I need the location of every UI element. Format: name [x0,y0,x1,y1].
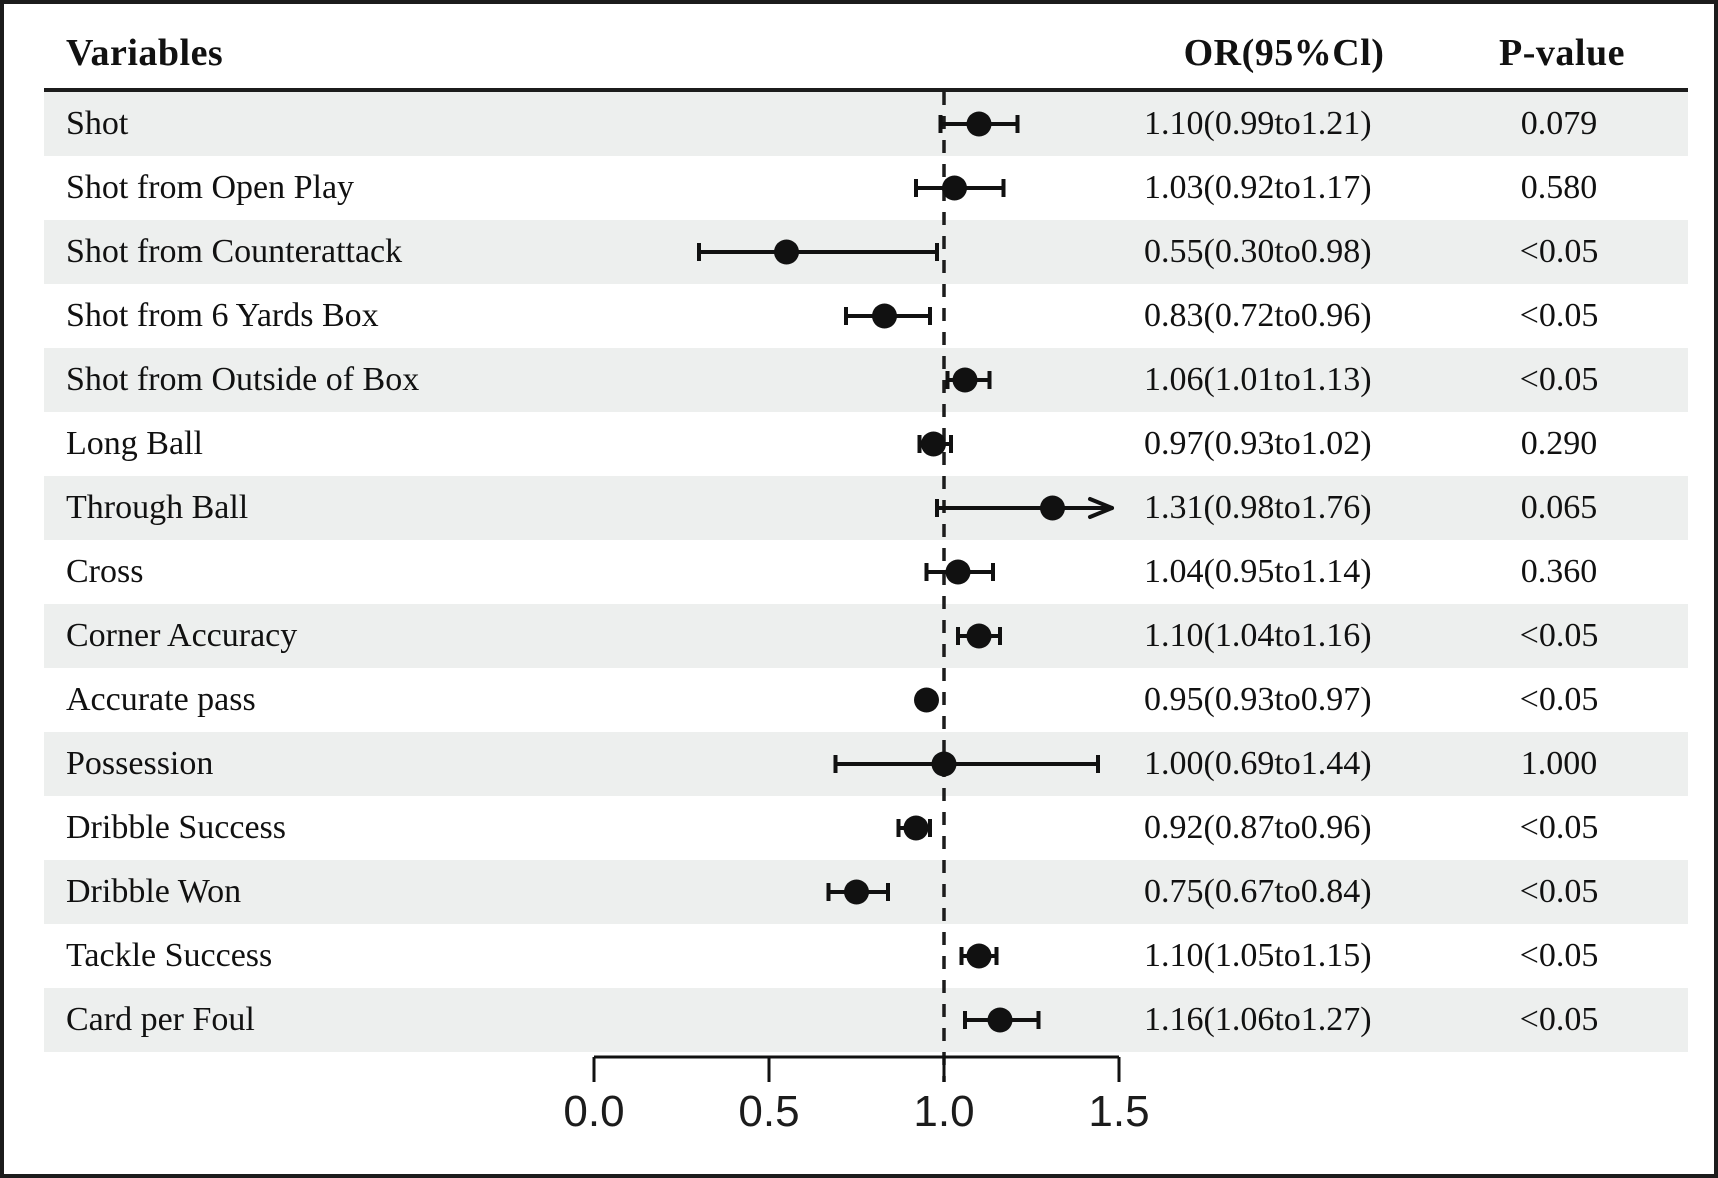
row-or-ci-value: 1.10(1.04to1.16) [1144,617,1372,654]
x-axis-tick-label: 0.5 [738,1087,799,1136]
row-label: Long Ball [66,425,203,462]
row-label: Accurate pass [66,681,256,718]
x-axis-tick-label: 1.0 [913,1087,974,1136]
row-or-ci-value: 1.10(0.99to1.21) [1144,105,1372,142]
row-p-value: <0.05 [1519,1001,1599,1038]
row-p-value: <0.05 [1519,873,1599,910]
row-label: Corner Accuracy [66,617,298,654]
row-or-ci-value: 0.92(0.87to0.96) [1144,809,1372,846]
row-or-ci-value: 1.16(1.06to1.27) [1144,1001,1372,1038]
row-p-value: <0.05 [1519,297,1599,334]
row-p-value: 0.079 [1520,105,1598,142]
row-or-ci-value: 1.04(0.95to1.14) [1144,553,1372,590]
row-p-value: <0.05 [1519,681,1599,718]
column-header-variables: Variables [66,32,224,74]
x-axis-tick-label: 1.5 [1088,1087,1149,1136]
row-or-ci-value: 0.83(0.72to0.96) [1144,297,1372,334]
row-or-ci-value: 1.03(0.92to1.17) [1144,169,1372,206]
row-p-value: 0.290 [1520,425,1598,462]
column-header-p-value: P-value [1499,32,1625,74]
row-p-value: <0.05 [1519,809,1599,846]
row-label: Dribble Won [66,873,242,910]
row-label: Shot from Outside of Box [66,361,420,398]
row-or-ci-value: 1.31(0.98to1.76) [1144,489,1372,526]
table-row: Tackle Success 1.10(1.05to1.15) <0.05 [44,924,1688,988]
row-label: Card per Foul [66,1001,255,1038]
row-label: Through Ball [66,489,249,526]
header-rule [44,88,1688,92]
row-label: Shot [66,105,129,142]
row-label: Dribble Success [66,809,287,846]
row-p-value: 0.065 [1520,489,1598,526]
table-row: Card per Foul 1.16(1.06to1.27) <0.05 [44,988,1688,1052]
row-or-ci-value: 1.00(0.69to1.44) [1144,745,1372,782]
row-label: Possession [66,745,214,782]
row-or-ci-value: 0.55(0.30to0.98) [1144,233,1372,270]
row-or-ci-value: 0.95(0.93to0.97) [1144,681,1372,718]
table-row: Dribble Success 0.92(0.87to0.96) <0.05 [44,796,1688,860]
row-p-value: 0.360 [1520,553,1598,590]
table-row: Through Ball 1.31(0.98to1.76) 0.065 [44,476,1688,540]
column-header-or-ci: OR(95%Cl) [1183,32,1385,74]
row-p-value: <0.05 [1519,937,1599,974]
x-axis-tick-label: 0.0 [563,1087,624,1136]
table-row: Shot from Outside of Box 1.06(1.01to1.13)… [44,348,1688,412]
table-row: Accurate pass 0.95(0.93to0.97) <0.05 [44,668,1688,732]
table-row: Dribble Won 0.75(0.67to0.84) <0.05 [44,860,1688,924]
row-label: Shot from 6 Yards Box [66,297,379,334]
table-rows: Shot 1.10(0.99to1.21) 0.079 Shot from Open … [44,92,1688,1052]
table-row: Shot 1.10(0.99to1.21) 0.079 [44,92,1688,156]
row-label: Shot from Counterattack [66,233,403,270]
table-row: Corner Accuracy 1.10(1.04to1.16) <0.05 [44,604,1688,668]
row-or-ci-value: 1.10(1.05to1.15) [1144,937,1372,974]
row-label: Cross [66,553,144,590]
row-label: Shot from Open Play [66,169,355,206]
row-p-value: <0.05 [1519,233,1599,270]
table-row: Shot from 6 Yards Box 0.83(0.72to0.96) <0.… [44,284,1688,348]
table-row: Shot from Open Play 1.03(0.92to1.17) 0.580 [44,156,1688,220]
row-label: Tackle Success [66,937,273,974]
table-row: Possession 1.00(0.69to1.44) 1.000 [44,732,1688,796]
table-row: Shot from Counterattack 0.55(0.30to0.98) <… [44,220,1688,284]
row-or-ci-value: 0.75(0.67to0.84) [1144,873,1372,910]
row-p-value: <0.05 [1519,617,1599,654]
row-p-value: 1.000 [1520,745,1598,782]
table-row: Long Ball 0.97(0.93to1.02) 0.290 [44,412,1688,476]
row-or-ci-value: 0.97(0.93to1.02) [1144,425,1372,462]
table-row: Cross 1.04(0.95to1.14) 0.360 [44,540,1688,604]
row-p-value: <0.05 [1519,361,1599,398]
row-p-value: 0.580 [1520,169,1598,206]
row-or-ci-value: 1.06(1.01to1.13) [1144,361,1372,398]
